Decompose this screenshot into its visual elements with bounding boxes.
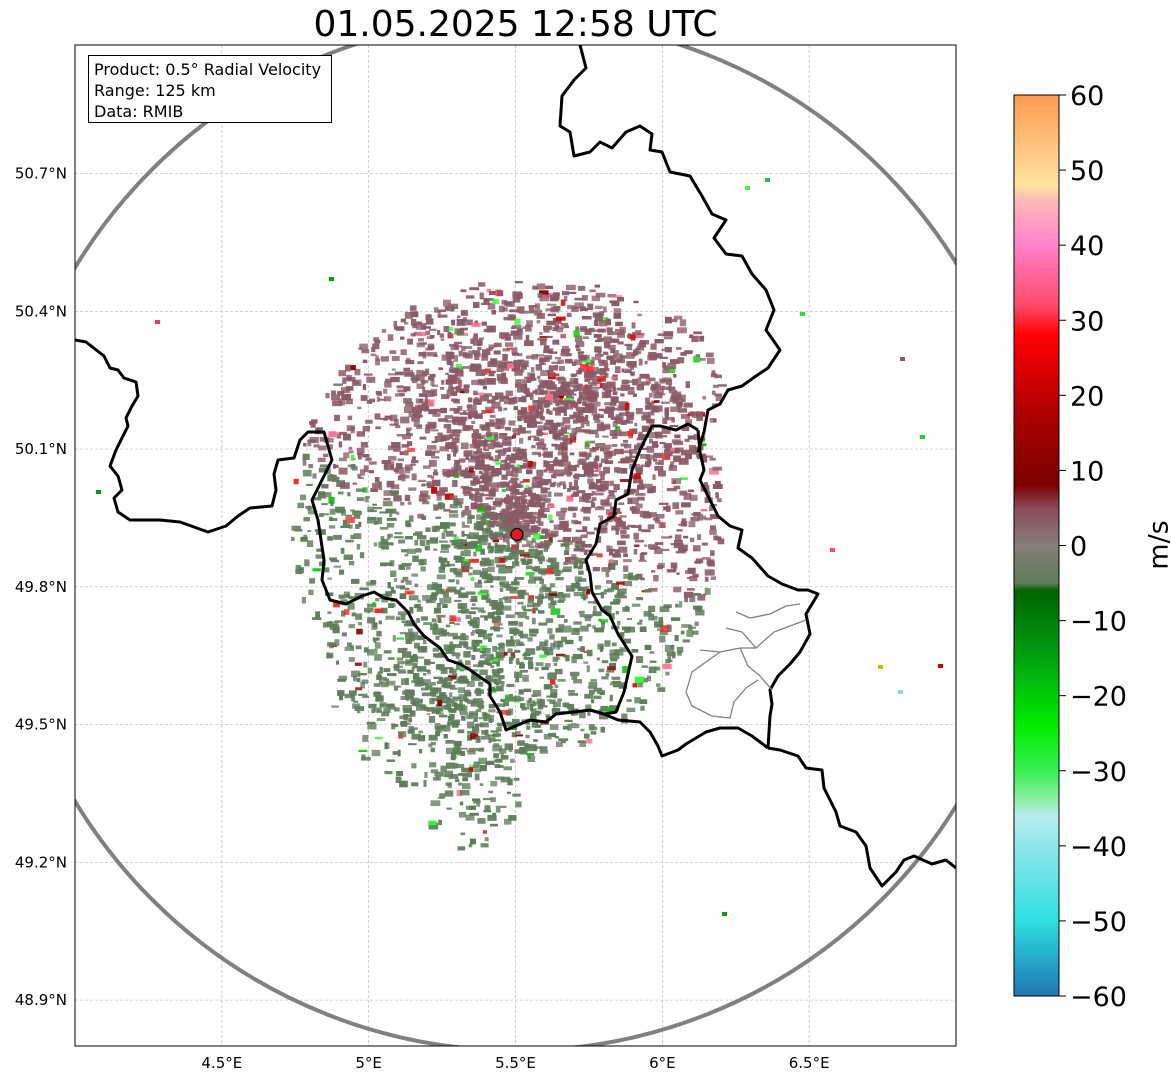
colorbar-tick-label: 20 — [1070, 381, 1104, 412]
info-range: Range: 125 km — [94, 81, 216, 100]
colorbar-ticks: 60 50 40 30 20 10 0 −10 −20 −30 −40 −50 −60 — [1059, 81, 1127, 1013]
lat-tick-label: 49.5°N — [15, 716, 67, 734]
map-area — [75, 45, 956, 1046]
border-germany-france — [767, 746, 956, 888]
colorbar: 60 50 40 30 20 10 0 −10 −20 −30 −40 −50 −60 m/s — [1013, 81, 1171, 1013]
colorbar-tick-label: 10 — [1070, 456, 1104, 487]
lon-tick-label: 6°E — [649, 1054, 676, 1072]
border-luxembourg-east — [696, 429, 820, 749]
lat-tick-label: 50.4°N — [15, 302, 67, 320]
lon-tick-label: 6.5°E — [789, 1054, 830, 1072]
colorbar-tick-label: −60 — [1070, 982, 1127, 1013]
radar-site-marker — [510, 527, 524, 542]
lat-tick-label: 50.7°N — [15, 165, 67, 183]
border-luxembourg-south — [603, 712, 769, 758]
colorbar-label: m/s — [1144, 520, 1171, 569]
colorbar-tick-label: 40 — [1070, 231, 1104, 262]
latitude-ticks: 48.9°N 49.2°N 49.5°N 49.8°N 50.1°N 50.4°N 50.7… — [15, 165, 67, 1010]
info-source: Data: RMIB — [94, 102, 184, 121]
longitude-ticks: 4.5°E 5°E 5.5°E 6°E 6.5°E — [201, 1054, 829, 1072]
region-boundary-e — [725, 627, 757, 649]
colorbar-tick-label: −20 — [1070, 682, 1127, 713]
region-boundary-c — [685, 651, 759, 719]
radar-echoes — [96, 178, 943, 916]
region-boundary-b — [739, 647, 773, 691]
colorbar-tick-label: 50 — [1070, 156, 1104, 187]
colorbar-tick-label: −10 — [1070, 607, 1127, 638]
info-box: Product: 0.5° Radial Velocity Range: 125… — [88, 55, 332, 123]
border-france-luxembourg — [75, 338, 605, 732]
border-belgium-netherlands-germany — [558, 45, 782, 453]
lon-tick-label: 4.5°E — [201, 1054, 242, 1072]
lon-tick-label: 5.5°E — [495, 1054, 536, 1072]
colorbar-tick-label: 0 — [1070, 532, 1087, 563]
country-borders — [75, 45, 956, 888]
border-luxembourg-belgium — [584, 422, 699, 716]
colorbar-tick-label: −40 — [1070, 832, 1127, 863]
region-boundary-d — [735, 603, 801, 619]
region-boundary-a — [699, 619, 807, 653]
lat-tick-label: 48.9°N — [15, 991, 67, 1009]
map-title: 01.05.2025 12:58 UTC — [313, 4, 718, 45]
map-frame — [74, 44, 957, 1047]
regional-boundaries — [685, 603, 807, 719]
info-product: Product: 0.5° Radial Velocity — [94, 60, 322, 79]
colorbar-tick-label: −50 — [1070, 907, 1127, 938]
colorbar-tick-label: −30 — [1070, 757, 1127, 788]
lon-tick-label: 5°E — [355, 1054, 382, 1072]
colorbar-gradient — [1014, 95, 1059, 996]
lat-tick-label: 50.1°N — [15, 440, 67, 458]
lat-tick-label: 49.8°N — [15, 578, 67, 596]
lat-tick-label: 49.2°N — [15, 853, 67, 871]
colorbar-tick-label: 30 — [1070, 306, 1104, 337]
colorbar-tick-label: 60 — [1070, 81, 1104, 112]
